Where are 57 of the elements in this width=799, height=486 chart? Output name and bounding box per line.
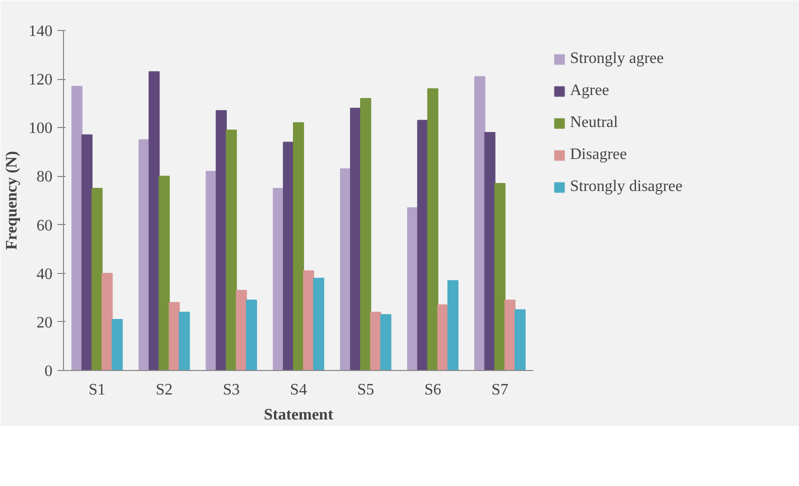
bar (71, 86, 82, 370)
bar (102, 272, 113, 370)
bar (92, 188, 103, 370)
bar (350, 108, 362, 370)
y-tick-label: 40 (36, 266, 52, 283)
legend-label: Strongly disagree (570, 178, 682, 196)
bar (226, 130, 237, 370)
bar (178, 312, 190, 370)
y-tick-label: 120 (28, 72, 52, 89)
bar (282, 142, 294, 370)
bar (370, 312, 382, 370)
bar (313, 278, 324, 370)
bar (340, 168, 352, 370)
bar (484, 132, 496, 370)
y-tick-label: 20 (36, 314, 52, 332)
bar (303, 270, 314, 370)
bar (494, 183, 506, 370)
bar (514, 309, 526, 370)
bar (407, 207, 418, 370)
bar (158, 176, 170, 370)
bar (236, 290, 247, 370)
bar (437, 304, 448, 370)
bar (417, 120, 428, 370)
bar (148, 71, 160, 370)
y-tick-label: 60 (36, 217, 52, 234)
legend-label: Agree (570, 82, 610, 100)
bar (504, 300, 516, 370)
x-tick-label: S4 (290, 382, 307, 398)
y-tick-label: 0 (44, 363, 52, 380)
bar (427, 88, 438, 370)
legend-label: Disagree (570, 146, 627, 164)
x-tick-label: S6 (424, 382, 442, 398)
bar (272, 188, 284, 370)
bar (168, 302, 180, 370)
bar (447, 280, 458, 370)
y-tick-label: 140 (28, 23, 52, 40)
y-tick-label: 80 (36, 168, 52, 186)
x-axis-title: Statement (264, 406, 334, 424)
bar (112, 319, 123, 370)
bar (138, 139, 150, 370)
x-tick-label: S2 (156, 382, 173, 398)
bar (360, 98, 372, 370)
x-tick-label: S5 (357, 382, 374, 398)
legend-label: Neutral (570, 114, 618, 132)
x-tick-label: S7 (491, 382, 508, 398)
legend-label: Strongly agree (570, 50, 664, 68)
bar (216, 110, 227, 370)
bar (81, 134, 93, 370)
x-tick-label: S1 (88, 382, 106, 398)
bar (380, 314, 392, 370)
y-tick-label: 100 (28, 120, 52, 138)
bar (292, 122, 304, 370)
y-axis-title: Frequency (N) (4, 151, 20, 250)
bar (474, 76, 486, 370)
x-tick-label: S3 (222, 382, 240, 398)
bar (206, 170, 217, 370)
bar (246, 300, 258, 370)
